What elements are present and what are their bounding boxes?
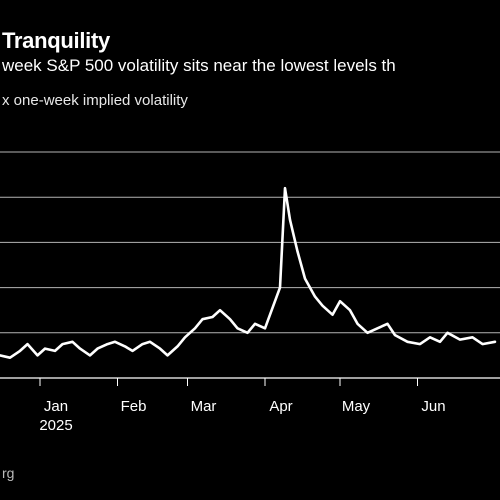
chart-subtitle: week S&P 500 volatility sits near the lo… (2, 56, 396, 75)
series-line-group (0, 186, 497, 360)
grid-lines (0, 151, 500, 379)
x-tick-label: May (342, 398, 371, 415)
chart-title: Tranquility (2, 28, 110, 53)
x-tick-label: Apr (269, 398, 292, 415)
series-line (0, 186, 497, 360)
source-note: rg (2, 465, 15, 481)
x-tick-year-label: 2025 (39, 417, 72, 434)
x-axis-ticks: Jan 2025 Feb Mar Apr May Jun (39, 378, 446, 434)
x-tick-label: Jun (421, 398, 445, 415)
x-tick-label: Mar (191, 398, 217, 415)
x-tick-label: Jan (44, 398, 68, 415)
chart-caption: x one-week implied volatility (2, 92, 188, 109)
x-tick-label: Feb (121, 398, 147, 415)
